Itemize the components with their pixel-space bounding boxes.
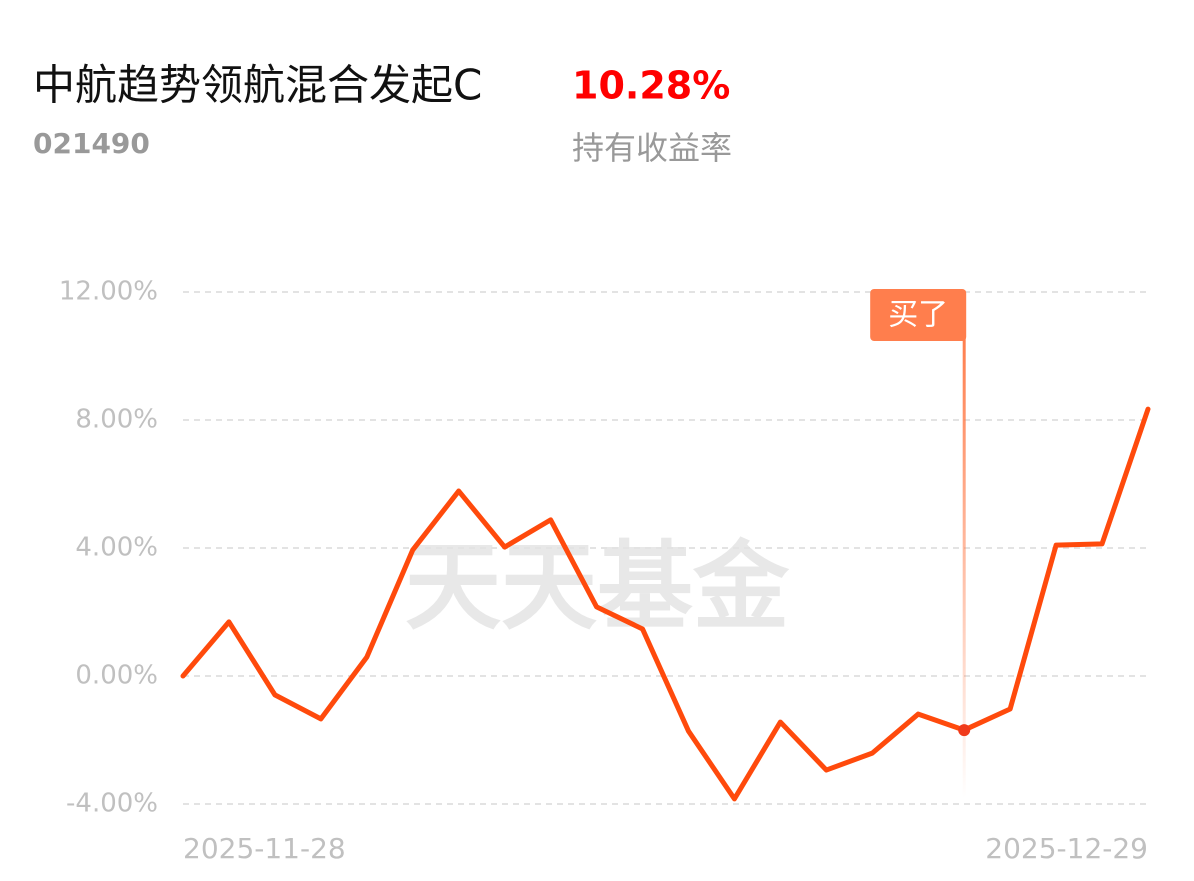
y-tick-label: 4.00% — [75, 533, 158, 563]
y-tick-label: 12.00% — [59, 277, 158, 307]
y-tick-label: 0.00% — [75, 661, 158, 691]
return-value: 10.28% — [572, 64, 730, 108]
line-series — [180, 406, 1151, 802]
buy-marker-box — [870, 289, 967, 341]
x-tick-label: 2025-12-29 — [985, 832, 1148, 865]
watermark: 天天基金 — [405, 530, 790, 643]
buy-marker-stem — [962, 338, 966, 798]
buy-marker-label: 买了 — [888, 298, 948, 333]
y-tick-label: -4.00% — [66, 789, 158, 819]
x-tick-label: 2025-11-28 — [183, 832, 346, 865]
fund-name: 中航趋势领航混合发起C — [33, 61, 482, 110]
buy-point — [958, 724, 971, 737]
return-label: 持有收益率 — [572, 129, 732, 167]
y-tick-label: 8.00% — [75, 405, 158, 435]
fund-code: 021490 — [33, 127, 150, 160]
